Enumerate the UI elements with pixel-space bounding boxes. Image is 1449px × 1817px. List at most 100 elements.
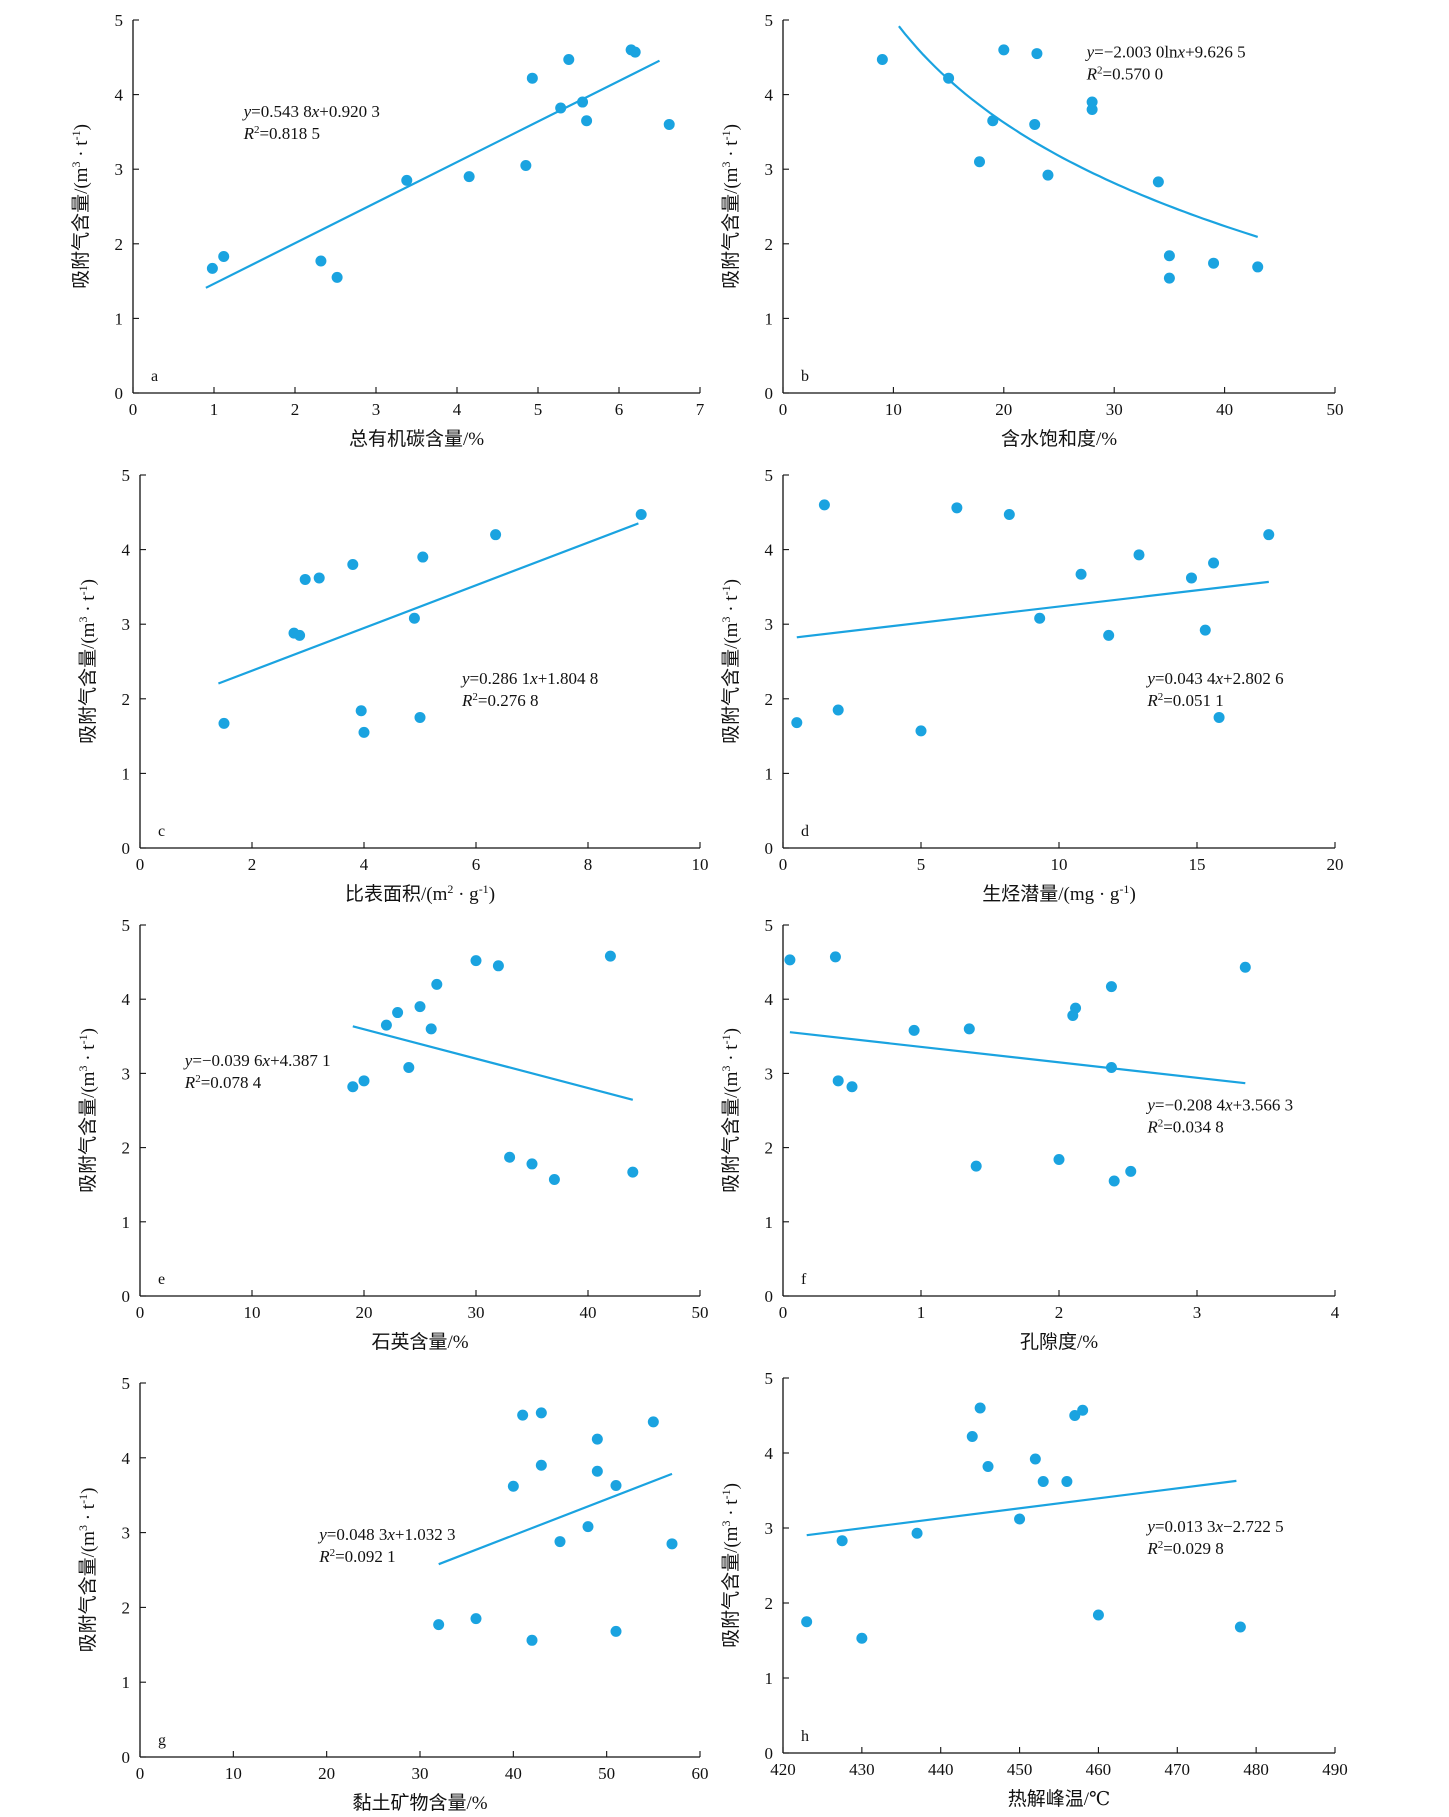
x-axis-title: 比表面积/(m2 · g-1)	[345, 882, 495, 905]
data-point	[647, 1416, 659, 1428]
x-tick-label: 6	[615, 400, 624, 419]
y-axis-title: 吸附气含量/(m3 · t-1)	[719, 579, 742, 744]
y-tick-label: 4	[122, 1449, 131, 1468]
data-point	[433, 1619, 445, 1631]
data-point	[982, 1461, 994, 1472]
data-point	[507, 1480, 519, 1492]
x-tick-label: 30	[1106, 400, 1123, 419]
y-tick-label: 2	[122, 690, 131, 709]
data-point	[206, 262, 218, 274]
data-point	[299, 573, 311, 585]
data-point	[604, 950, 616, 962]
x-tick-label: 20	[995, 400, 1012, 419]
data-point	[431, 978, 443, 990]
y-tick-label: 0	[122, 1287, 131, 1306]
x-tick-label: 10	[885, 400, 902, 419]
data-point	[915, 725, 927, 737]
y-tick-label: 1	[122, 764, 131, 783]
data-point	[414, 1001, 426, 1013]
regression-equation: y=−0.039 6x+4.387 1	[183, 1051, 331, 1070]
panel-tag: h	[801, 1728, 809, 1745]
data-point	[801, 1616, 813, 1628]
y-tick-label: 2	[122, 1598, 131, 1617]
data-point	[784, 954, 796, 966]
y-tick-label: 2	[765, 690, 774, 709]
x-tick-label: 5	[534, 400, 543, 419]
data-point	[998, 44, 1010, 56]
data-point	[417, 551, 429, 563]
data-point	[1163, 250, 1175, 262]
data-point	[315, 255, 327, 267]
data-point	[1086, 104, 1098, 116]
data-point	[517, 1409, 529, 1421]
y-tick-label: 1	[765, 309, 774, 328]
y-tick-label: 3	[115, 160, 124, 179]
data-point	[1105, 1061, 1117, 1073]
y-tick-label: 2	[765, 1594, 774, 1613]
y-tick-label: 5	[115, 11, 124, 30]
data-point	[331, 271, 343, 283]
data-point	[526, 1158, 538, 1170]
fit-line	[806, 1479, 1237, 1537]
x-tick-label: 3	[1193, 1303, 1202, 1322]
x-tick-label: 20	[318, 1764, 335, 1783]
data-point	[504, 1151, 516, 1163]
y-axis-title: 吸附气含量/(m3 · t-1)	[76, 1488, 99, 1653]
data-point	[563, 54, 575, 66]
x-tick-label: 20	[1327, 855, 1344, 874]
y-tick-label: 3	[122, 615, 131, 634]
x-tick-label: 480	[1243, 1760, 1269, 1779]
y-tick-label: 1	[115, 309, 124, 328]
data-point	[966, 1431, 978, 1442]
y-tick-label: 1	[122, 1673, 131, 1692]
panel-tag: e	[158, 1271, 165, 1288]
data-point	[347, 559, 359, 571]
data-point	[876, 54, 888, 66]
r-squared: R2=0.092 1	[318, 1547, 395, 1566]
panel-tag: b	[801, 368, 809, 385]
data-point	[1234, 1621, 1246, 1633]
x-axis-title: 热解峰温/℃	[1008, 1788, 1111, 1810]
x-axis-title: 石英含量/%	[371, 1331, 468, 1353]
x-tick-label: 50	[692, 1303, 709, 1322]
y-tick-label: 3	[122, 1064, 131, 1083]
panel-tag: g	[158, 1732, 166, 1749]
x-tick-label: 10	[1051, 855, 1068, 874]
y-tick-label: 5	[765, 11, 774, 30]
data-point	[1077, 1404, 1089, 1416]
y-tick-label: 4	[115, 86, 124, 105]
regression-equation: y=−0.208 4x+3.566 3	[1145, 1096, 1293, 1115]
r-squared: R2=0.051 1	[1146, 691, 1223, 710]
data-point	[818, 499, 830, 511]
r-squared: R2=0.818 5	[243, 124, 320, 143]
data-point	[401, 174, 413, 186]
data-point	[987, 115, 999, 127]
y-tick-label: 4	[765, 990, 774, 1009]
data-point	[347, 1081, 359, 1093]
x-tick-label: 8	[584, 855, 593, 874]
data-point	[403, 1061, 415, 1073]
data-point	[663, 118, 675, 130]
regression-equation: y=0.043 4x+2.802 6	[1145, 669, 1283, 688]
panel-h: 420 430 440 450 460 470 480 490 0 1 2 3 4 5 h 热解峰温/℃ 吸附气…	[719, 1369, 1348, 1810]
panel-d: 0 5 10 15 20 0 1 2 3 4 5 d 生烃潜量/(mg · g-1) 吸附气含量/(m3 …	[719, 466, 1344, 905]
y-axis-title: 吸附气含量/(m3 · t-1)	[76, 1028, 99, 1193]
data-point	[313, 572, 325, 584]
data-point	[1070, 1002, 1082, 1014]
y-axis-title: 吸附气含量/(m3 · t-1)	[719, 1028, 742, 1193]
regression-equation: y=0.048 3x+1.032 3	[317, 1525, 455, 1544]
x-tick-label: 4	[453, 400, 462, 419]
x-tick-label: 10	[692, 855, 709, 874]
panel-g: 0 10 20 30 40 50 60 0 1 2 3 4 5 g 黏土矿物含量/% 吸附气含量/(m3 · …	[76, 1374, 709, 1814]
data-point	[490, 529, 502, 541]
data-point	[1213, 711, 1225, 723]
y-tick-label: 0	[765, 1744, 774, 1763]
y-tick-label: 3	[765, 1064, 774, 1083]
data-point	[1239, 961, 1251, 973]
data-point	[1003, 509, 1015, 521]
data-point	[832, 704, 844, 716]
y-tick-label: 0	[122, 839, 131, 858]
data-point	[1053, 1153, 1065, 1165]
y-tick-label: 4	[765, 1444, 774, 1463]
